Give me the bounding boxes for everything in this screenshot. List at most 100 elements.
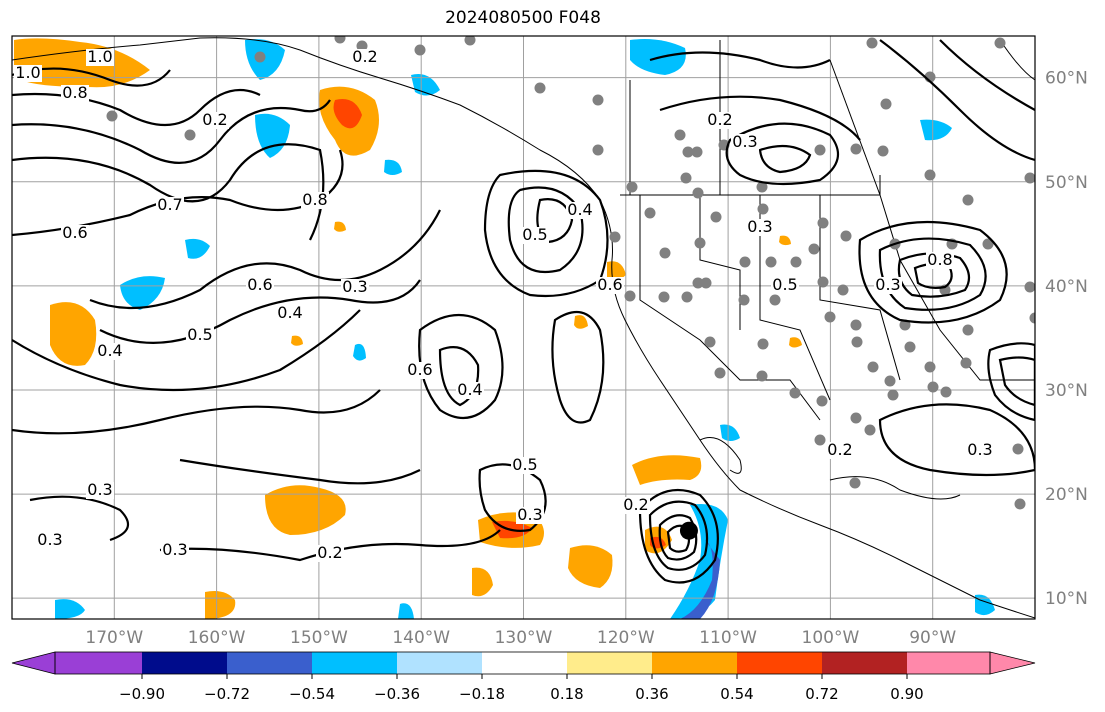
contour-label: 0.3 [732,132,757,151]
station-dot [867,361,879,373]
contour-label: 0.6 [597,275,622,294]
contour-label-bg [96,343,124,360]
contour-label: 0.6 [62,223,87,242]
contour-label-bg [771,277,799,294]
contour-label-bg [874,277,902,294]
station-dot [904,341,916,353]
station-dot [681,291,693,303]
contour-label: 0.7 [157,195,182,214]
station-dot [814,144,826,156]
contour-label-bg [201,112,229,129]
contour-label: 0.6 [247,275,272,294]
contour-label: 0.2 [827,440,852,459]
station-dot [994,37,1006,49]
station-dot [356,40,368,52]
colorbar-tick-label: −0.90 [119,685,165,703]
contour-label-bg [86,482,114,499]
station-dot [692,277,704,289]
station-dot [714,367,726,379]
colorbar-segment [737,652,822,674]
contour-label-bg [826,442,854,459]
station-dot [849,477,861,489]
contour-label: 0.5 [512,455,537,474]
colorbar-ticks: −0.90 −0.72 −0.54 −0.36 −0.18 0.18 0.36 0.54 0.7… [119,674,924,703]
station-points [106,36,1035,510]
contour-label: 0.3 [37,530,62,549]
contour-label-bg [86,49,114,66]
station-dot [674,129,686,141]
station-dot [817,217,829,229]
contour-label: 0.5 [772,275,797,294]
colorbar-tick-label: −0.36 [374,685,420,703]
contour-label: 0.5 [187,325,212,344]
longitude-label: 170°W [85,628,143,648]
contour-label: 0.2 [317,543,342,562]
contour-label-bg [596,277,624,294]
latitude-label: 60°N [1045,69,1088,89]
longitude-label: 150°W [290,628,348,648]
longitude-label: 130°W [495,628,553,648]
contour-label: 0.3 [342,277,367,296]
station-dot [757,203,769,215]
contour-label-bg [622,497,650,514]
station-dot [1029,312,1035,324]
station-dot [464,36,476,46]
station-dot [756,370,768,382]
contour-label-bg [186,327,214,344]
contour-label-bg [316,545,344,562]
colorbar-segment [312,652,397,674]
station-dot [840,230,852,242]
contour-label: 0.2 [707,110,732,129]
station-dot [692,187,704,199]
contour-label-bg [706,112,734,129]
station-dot [609,231,621,243]
contour-label-bg [246,277,274,294]
contour-label: 0.5 [522,225,547,244]
colorbar-segment [227,652,312,674]
colorbar-tick-label: 0.72 [805,685,838,703]
station-dot [877,145,889,157]
station-dot [659,247,671,259]
contour-label-bg [14,65,42,82]
colorbar [11,651,1036,675]
longitude-label: 110°W [699,628,757,648]
contour-label-bg [301,192,329,209]
station-dot [592,144,604,156]
contour-label-bg [156,197,184,214]
map-frame [11,35,1036,620]
station-dot [1024,281,1035,293]
contour-label-bg [456,382,484,399]
latitude-label: 10°N [1045,589,1088,609]
longitude-label: 140°W [392,628,450,648]
station-dot [184,129,196,141]
station-dot [924,361,936,373]
station-dot [1012,443,1024,455]
colorbar-over-triangle [989,651,1036,675]
contour-label-bg [511,457,539,474]
station-dot [884,375,896,387]
contour-label-bg [161,542,189,559]
contour-label-bg [61,85,89,102]
station-dot [816,395,828,407]
station-dot [691,146,703,158]
colorbar-segment [55,652,142,674]
longitude-label: 100°W [802,628,860,648]
contour-label-bg [276,305,304,322]
station-dot [808,243,820,255]
coastlines [12,37,1035,619]
colorbar-tick-label: 0.54 [720,685,753,703]
station-dot [765,256,777,268]
station-dot [624,290,636,302]
contour-label-bg [61,225,89,242]
contour-label: 0.2 [623,495,648,514]
contour-label: 0.4 [457,380,482,399]
station-dot [789,387,801,399]
plot-title: 2024080500 F048 [445,8,601,28]
station-dot [769,294,781,306]
contour-label-bg [731,134,759,151]
station-dot [887,389,899,401]
station-dot [962,324,974,336]
longitude-label: 120°W [597,628,655,648]
contour-label: 0.3 [517,505,542,524]
